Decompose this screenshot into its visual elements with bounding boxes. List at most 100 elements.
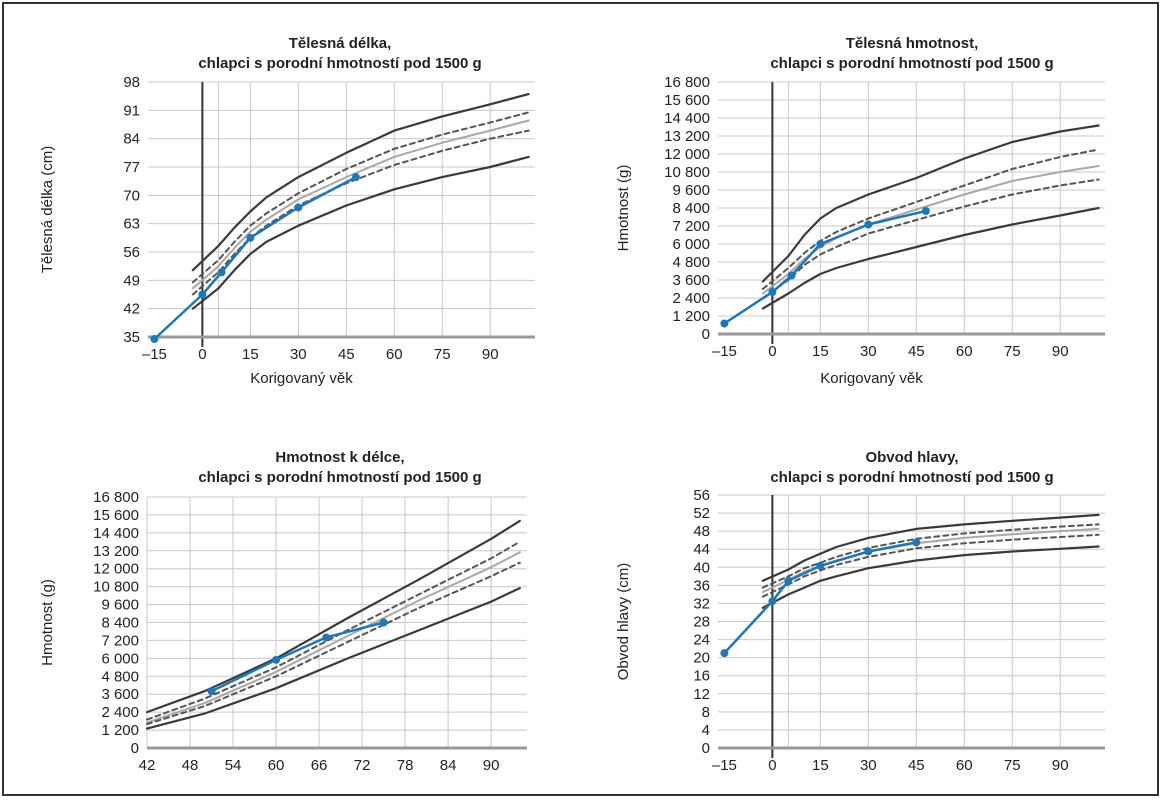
y-tick-label: 91 (123, 102, 140, 119)
series-bound-low (145, 586, 521, 730)
x-tick-label: –15 (142, 346, 167, 363)
series-median (191, 119, 530, 290)
chart-title: Tělesná délka, (289, 35, 392, 52)
y-tick-label: 1 200 (672, 308, 710, 325)
y-axis-label: Obvod hlavy (cm) (615, 563, 632, 681)
y-tick-label: 52 (693, 505, 710, 522)
y-tick-label: 77 (123, 159, 140, 176)
y-tick-label: 0 (131, 740, 139, 757)
y-tick-label: 16 800 (93, 489, 139, 506)
patient-data-point (921, 207, 930, 215)
x-tick-label: 84 (440, 757, 457, 774)
x-tick-label: 75 (434, 346, 451, 363)
series-patient (723, 541, 918, 655)
y-tick-label: 14 400 (93, 525, 139, 542)
y-axis-label: Tělesná délka (cm) (39, 146, 56, 274)
patient-data-point (720, 649, 729, 658)
y-tick-label: 7 200 (672, 218, 710, 235)
y-tick-label: 48 (693, 523, 710, 540)
series-median (761, 165, 1100, 295)
y-tick-label: 8 (702, 704, 710, 721)
series-patient (723, 209, 928, 325)
patient-data-point (816, 240, 825, 248)
chart-title: Hmotnost k délce, (275, 449, 404, 466)
x-tick-label: 0 (768, 343, 776, 360)
y-tick-label: 8 400 (101, 615, 139, 632)
y-tick-label: 6 000 (672, 236, 710, 253)
patient-data-point (351, 173, 360, 182)
chart-title: Tělesná hmotnost, (846, 35, 979, 52)
y-tick-label: 36 (693, 577, 710, 594)
series-bound-low (761, 545, 1100, 610)
y-tick-label: 10 800 (664, 164, 710, 181)
y-tick-label: 15 600 (93, 507, 139, 524)
x-tick-label: 75 (1004, 343, 1021, 360)
y-tick-label: 4 800 (672, 254, 710, 271)
patient-data-point (768, 288, 777, 296)
y-tick-label: 24 (693, 632, 710, 649)
x-tick-label: 60 (386, 346, 403, 363)
y-tick-label: 15 600 (664, 92, 710, 109)
y-tick-label: 20 (693, 650, 710, 667)
x-tick-label: 48 (182, 757, 199, 774)
series-band-low (146, 561, 521, 726)
y-tick-label: 13 200 (93, 543, 139, 560)
series-band-high (191, 111, 530, 284)
patient-data-point (207, 687, 216, 696)
chart-title: chlapci s porodní hmotností pod 1500 g (198, 55, 481, 72)
patient-data-point (294, 203, 303, 212)
y-tick-label: 42 (123, 301, 140, 318)
series-band-high (761, 148, 1100, 290)
y-tick-label: 70 (123, 187, 140, 204)
x-tick-label: 45 (338, 346, 355, 363)
chart-title: chlapci s porodní hmotností pod 1500 g (770, 55, 1053, 72)
y-tick-label: 4 800 (101, 668, 139, 685)
series-band-high (146, 540, 521, 721)
patient-data-point (784, 576, 793, 585)
series-bound-low (761, 206, 1100, 310)
y-tick-label: 40 (693, 559, 710, 576)
series-bound-high (191, 92, 530, 272)
patient-data-point (217, 268, 226, 277)
series-band-low (761, 533, 1100, 598)
y-axis-label: Hmotnost (g) (615, 165, 632, 252)
patient-data-point (864, 547, 873, 556)
x-tick-label: 15 (812, 343, 829, 360)
y-tick-label: 4 (702, 722, 710, 739)
patient-data-point (787, 271, 796, 280)
x-axis-label: Korigovaný věk (820, 370, 923, 387)
y-tick-label: 3 600 (101, 686, 139, 703)
x-tick-label: 66 (311, 757, 328, 774)
series-median (146, 551, 521, 724)
x-tick-label: 60 (956, 343, 973, 360)
x-tick-label: 75 (1004, 757, 1021, 774)
x-tick-label: 60 (956, 757, 973, 774)
y-tick-label: 35 (123, 329, 140, 346)
series-bound-high (761, 124, 1100, 283)
y-tick-label: 8 400 (672, 200, 710, 217)
series-patient (153, 175, 358, 341)
y-tick-label: 12 000 (664, 146, 710, 163)
x-axis-label: Korigovaný věk (250, 370, 353, 387)
series-bound-high (145, 519, 521, 714)
chart-title: Obvod hlavy, (865, 449, 958, 466)
x-tick-label: 45 (908, 343, 925, 360)
patient-data-point (379, 618, 388, 627)
y-tick-label: 16 800 (664, 74, 710, 91)
y-tick-label: 16 (693, 668, 710, 685)
y-tick-label: 98 (123, 74, 140, 91)
y-tick-label: 6 000 (101, 650, 139, 667)
y-tick-label: 56 (693, 487, 710, 504)
patient-data-point (246, 233, 255, 242)
x-tick-label: 90 (482, 346, 499, 363)
y-tick-label: 9 600 (672, 182, 710, 199)
x-tick-label: 30 (860, 343, 877, 360)
y-tick-label: 12 (693, 686, 710, 703)
patient-data-point (198, 290, 207, 299)
x-tick-label: 0 (768, 757, 776, 774)
x-tick-label: 42 (139, 757, 156, 774)
patient-data-point (322, 633, 331, 642)
y-tick-label: 2 400 (101, 704, 139, 721)
